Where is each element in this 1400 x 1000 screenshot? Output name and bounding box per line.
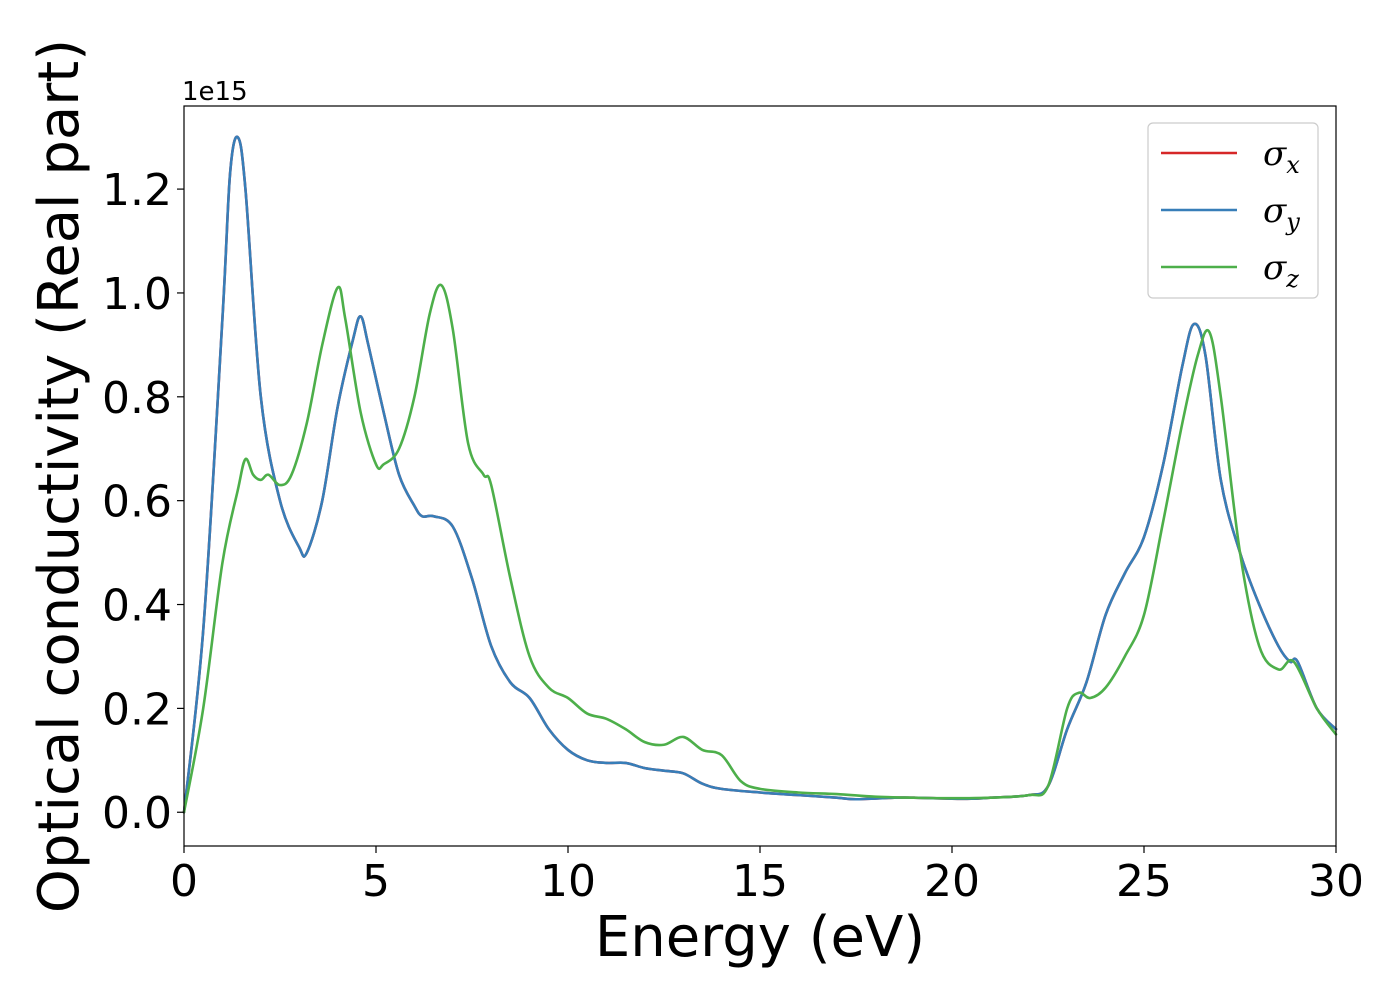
legend-label-y: σy bbox=[1263, 191, 1300, 236]
x-axis-label: Energy (eV) bbox=[595, 905, 925, 970]
y-tick-label: 1.2 bbox=[102, 165, 172, 216]
series-line-y bbox=[182, 135, 1338, 814]
x-tick-label: 0 bbox=[170, 856, 198, 907]
x-tick-label: 25 bbox=[1116, 856, 1172, 907]
y-tick-label: 0.2 bbox=[102, 684, 172, 735]
legend-label-z: σz bbox=[1263, 248, 1299, 293]
x-tick-label: 10 bbox=[540, 856, 596, 907]
y-tick-label: 0.4 bbox=[102, 581, 172, 632]
y-axis-ticks: 0.0 0.2 0.4 0.6 0.8 1.0 1.2 bbox=[102, 165, 184, 839]
legend-label-x: σx bbox=[1263, 134, 1300, 179]
x-tick-label: 15 bbox=[732, 856, 788, 907]
x-tick-label: 20 bbox=[924, 856, 980, 907]
y-tick-label: 0.8 bbox=[102, 373, 172, 424]
y-tick-label: 1.0 bbox=[102, 269, 172, 320]
y-tick-label: 0.6 bbox=[102, 477, 172, 528]
y-tick-label: 0.0 bbox=[102, 788, 172, 839]
x-tick-label: 5 bbox=[362, 856, 390, 907]
x-axis-ticks: 0 5 10 15 20 25 30 bbox=[170, 846, 1364, 907]
x-tick-label: 30 bbox=[1308, 856, 1364, 907]
y-axis-offset-label: 1e15 bbox=[182, 77, 248, 107]
series-lines bbox=[182, 135, 1338, 814]
y-axis-label: Optical conductivity (Real part) bbox=[27, 39, 92, 913]
series-line-z bbox=[182, 283, 1338, 814]
legend: σx σy σz bbox=[1147, 122, 1319, 299]
